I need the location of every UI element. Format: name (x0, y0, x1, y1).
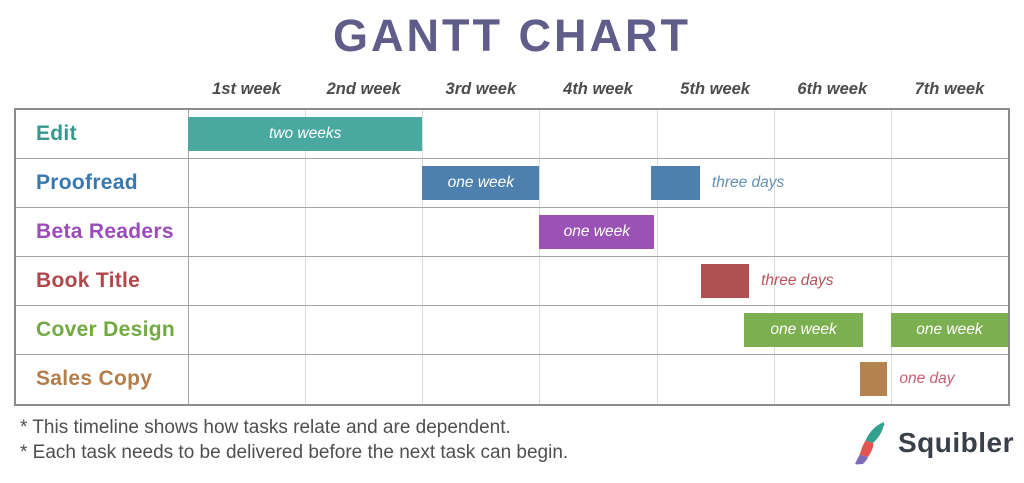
bar-duration-label: one week (916, 321, 983, 338)
bar-duration-label: one week (447, 174, 515, 191)
gantt-row: Edit two weeks (16, 110, 1008, 159)
task-label: Beta Readers (36, 220, 174, 243)
gantt-bar: two weeks (188, 117, 423, 151)
week-grid-line (305, 110, 307, 404)
task-label: Book Title (36, 269, 141, 292)
gantt-row: Proofread one week three days (16, 159, 1008, 208)
logo-text: Squibler (897, 427, 1014, 458)
page-title: GANTT CHART (333, 10, 691, 61)
week-header-label: 6th week (797, 80, 868, 98)
footnotes: * This timeline shows how tasks relate a… (20, 415, 568, 465)
footnote-line: * Each task needs to be delivered before… (20, 442, 569, 463)
bar-duration-label: two weeks (268, 125, 342, 142)
footnote-line: * This timeline shows how tasks relate a… (20, 417, 511, 438)
bar-duration-label: three days (761, 272, 834, 289)
week-grid-line (773, 110, 775, 404)
gantt-bar (650, 166, 700, 200)
task-label: Edit (36, 122, 77, 145)
bar-duration-label: one week (563, 223, 630, 240)
task-label: Sales Copy (36, 367, 153, 390)
week-header-label: 2nd week (326, 80, 401, 98)
week-grid-line (539, 110, 541, 404)
bar-duration-label: three days (711, 174, 785, 191)
label-column-separator (188, 110, 189, 404)
week-header-label: 3rd week (445, 80, 517, 98)
week-header-label: 5th week (680, 80, 750, 98)
week-header-label: 1st week (212, 80, 281, 98)
week-header-label: 4th week (563, 80, 633, 98)
gantt-bar: one week (744, 313, 863, 347)
quill-feather-icon (855, 422, 885, 465)
bar-duration-label: one week (770, 321, 837, 338)
squibler-logo: Squibler (850, 420, 1014, 466)
week-grid-line (422, 110, 424, 404)
bar-duration-label: one day (899, 370, 955, 387)
gantt-bar (860, 362, 888, 396)
week-grid-line (890, 110, 892, 404)
gantt-row: Cover Design one week one week (16, 306, 1008, 355)
week-header: 1st week 2nd week 3rd week 4th week 5th week… (16, 80, 1008, 102)
week-header-label: 7th week (914, 80, 985, 98)
week-grid-line (656, 110, 658, 404)
task-label: Proofread (36, 171, 138, 194)
gantt-row: Beta Readers one week (16, 208, 1008, 257)
gantt-row: Sales Copy one day (16, 355, 1008, 404)
gantt-bar: one week (422, 166, 540, 200)
gantt-row: Book Title three days (16, 257, 1008, 306)
gantt-table: Edit two weeks Proofread one week three days… (14, 108, 1010, 406)
gantt-bar: one week (539, 215, 655, 249)
task-label: Cover Design (36, 318, 175, 341)
gantt-bar: one week (890, 313, 1008, 347)
gantt-bar (701, 264, 750, 298)
